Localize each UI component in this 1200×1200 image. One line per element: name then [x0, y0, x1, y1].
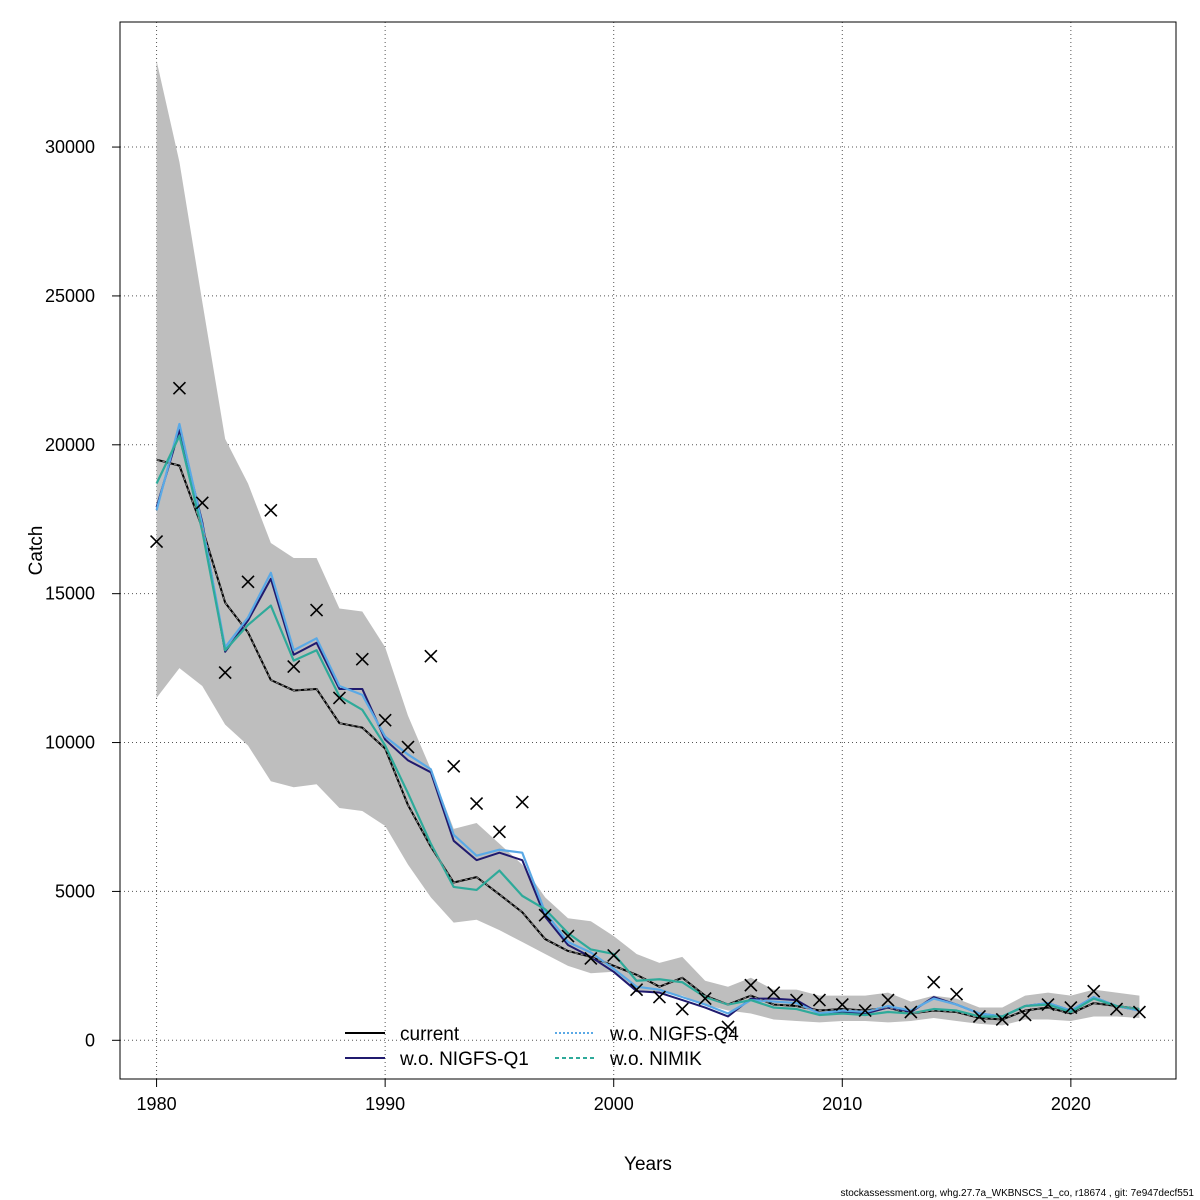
observation-marker — [1110, 1002, 1124, 1016]
observation-marker — [264, 503, 278, 517]
observation-marker — [378, 713, 392, 727]
observation-marker — [172, 381, 186, 395]
y-tick-label: 10000 — [45, 733, 95, 753]
observation-marker — [584, 951, 598, 965]
legend-label: w.o. NIGFS-Q1 — [399, 1049, 529, 1070]
observation-marker — [721, 1020, 735, 1034]
observation-marker — [675, 1002, 689, 1016]
legend: current w.o. NIGFS-Q1 w.o. NIGFS-Q4 w.o. NI… — [345, 1024, 739, 1070]
confidence-band-area — [156, 60, 1140, 1026]
legend-item: w.o. NIGFS-Q4 — [555, 1024, 739, 1045]
observation-marker — [310, 603, 324, 617]
legend-item: w.o. NIMIK — [555, 1049, 702, 1070]
x-tick-label: 2020 — [1051, 1094, 1091, 1114]
observation-marker — [812, 993, 826, 1007]
observation-marker — [790, 993, 804, 1007]
observation-marker — [1041, 997, 1055, 1012]
x-tick-label: 1980 — [137, 1094, 177, 1114]
series-line-current-overlay — [156, 459, 1140, 1020]
observation-markers — [150, 381, 1146, 1034]
observation-marker — [218, 666, 232, 680]
observation-marker — [858, 1003, 872, 1018]
observation-marker — [401, 740, 415, 754]
y-axis: 0 5000 10000 15000 20000 25000 30000 — [45, 137, 121, 1050]
observation-marker — [424, 649, 438, 663]
observation-marker — [515, 795, 529, 809]
x-tick-label: 1990 — [365, 1094, 405, 1114]
observation-marker — [287, 660, 301, 674]
y-tick-label: 0 — [85, 1030, 95, 1050]
y-tick-label: 20000 — [45, 435, 95, 455]
observation-marker — [652, 990, 666, 1004]
legend-item: w.o. NIGFS-Q1 — [345, 1049, 529, 1070]
legend-item: current — [345, 1024, 460, 1045]
observation-marker — [492, 825, 506, 839]
y-axis-title: Catch — [26, 526, 47, 576]
legend-label: w.o. NIGFS-Q4 — [609, 1024, 739, 1045]
observation-marker — [1087, 984, 1101, 998]
y-tick-label: 15000 — [45, 584, 95, 604]
observation-marker — [1132, 1005, 1146, 1019]
x-tick-label: 2010 — [822, 1094, 862, 1114]
observation-marker — [607, 948, 621, 963]
observation-marker — [355, 652, 369, 666]
grid-lines — [120, 22, 1176, 1079]
legend-label: w.o. NIMIK — [609, 1049, 702, 1070]
observation-marker — [241, 575, 255, 589]
observation-marker — [470, 797, 484, 811]
x-tick-label: 2000 — [594, 1094, 634, 1114]
observation-marker — [538, 908, 552, 922]
observation-marker — [698, 992, 712, 1006]
x-axis-title: Years — [624, 1154, 672, 1175]
observation-marker — [1064, 1000, 1078, 1015]
observation-marker — [447, 759, 461, 773]
observation-marker — [195, 496, 209, 510]
observation-marker — [744, 978, 758, 992]
x-axis: 1980 1990 2000 2010 2020 — [137, 1078, 1091, 1114]
observation-marker — [881, 993, 895, 1007]
observation-marker — [630, 983, 644, 997]
observation-marker — [950, 987, 964, 1001]
series-line-w-o-nimik — [155, 434, 1140, 1018]
observation-marker — [332, 691, 346, 705]
observation-marker — [972, 1009, 986, 1024]
observation-marker — [150, 535, 164, 549]
observation-marker — [561, 929, 575, 943]
observation-marker — [995, 1012, 1009, 1027]
observation-marker — [767, 986, 781, 1000]
y-tick-label: 5000 — [55, 881, 95, 901]
observation-marker — [835, 997, 849, 1012]
confidence-band — [156, 60, 1140, 1026]
legend-label: current — [400, 1024, 460, 1045]
observation-marker — [927, 975, 941, 989]
y-tick-label: 25000 — [45, 286, 95, 306]
observation-marker — [1018, 1008, 1032, 1022]
observation-marker — [904, 1005, 918, 1019]
y-tick-label: 30000 — [45, 137, 95, 157]
footer-credit: stockassessment.org, whg.27.7a_WKBNSCS_1… — [840, 1188, 1194, 1199]
